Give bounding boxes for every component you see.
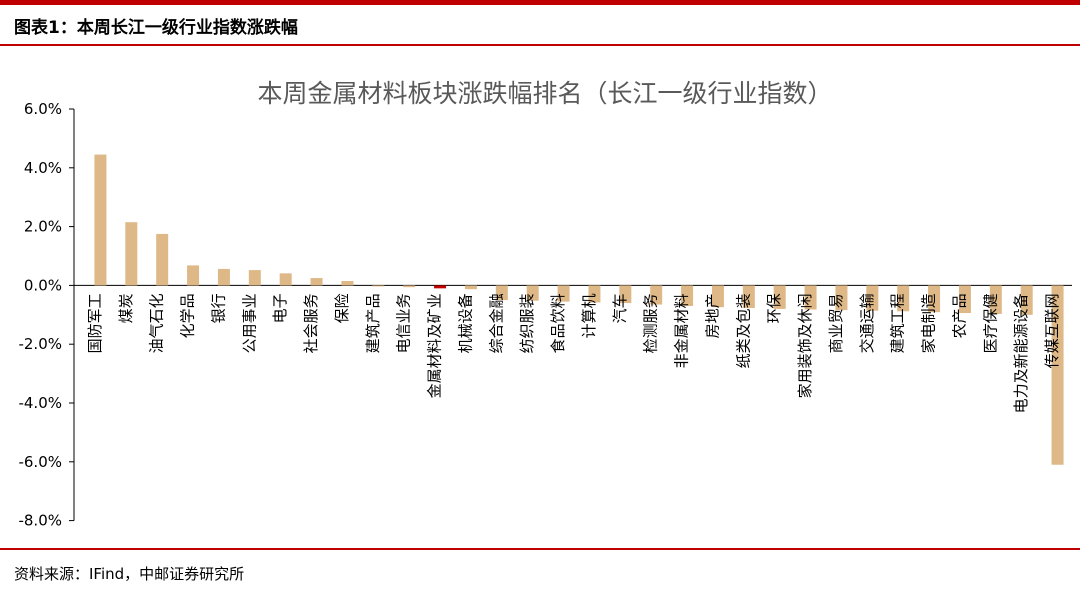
y-tick-label: -2.0% [18, 335, 62, 353]
x-tick-label: 纸类及包装 [734, 293, 752, 368]
bar [897, 285, 910, 312]
y-tick-label: 0.0% [24, 276, 62, 294]
bar [989, 285, 1002, 314]
bar [711, 285, 724, 308]
bar [557, 285, 570, 302]
bar-series [94, 154, 1064, 465]
bar [958, 285, 971, 314]
bar [341, 280, 354, 286]
x-tick-label: 家电制造 [920, 293, 938, 353]
bar [125, 222, 138, 286]
x-tick-label: 汽车 [611, 293, 629, 323]
bar [681, 285, 694, 306]
y-tick-label: 6.0% [24, 100, 62, 118]
bar [1020, 285, 1033, 315]
x-axis-labels: 国防军工 煤炭 油气石化 化学品 银行 公用事业 电子 社会服务 保险 建筑产品 电信业务 金属材料及… [86, 293, 1061, 413]
bar [434, 285, 447, 289]
bar [650, 285, 663, 305]
x-tick-label: 食品饮料 [549, 293, 567, 353]
bar [372, 285, 385, 287]
chart-title: 本周金属材料板块涨跌幅排名（长江一级行业指数） [257, 79, 832, 108]
x-tick-label: 综合金融 [487, 293, 505, 353]
bar [773, 285, 786, 309]
x-tick-label: 农产品 [950, 293, 968, 338]
x-tick-label: 国防军工 [86, 293, 104, 353]
header-divider [0, 44, 1080, 46]
x-tick-label: 非金属材料 [673, 293, 691, 368]
y-tick-label: -6.0% [18, 453, 62, 471]
x-tick-label: 机械设备 [456, 293, 474, 353]
x-tick-label: 建筑产品 [364, 293, 382, 353]
bar [866, 285, 879, 311]
x-tick-label: 家用装饰及休闲 [796, 293, 814, 398]
bar [588, 285, 601, 303]
x-tick-label: 建筑工程 [889, 293, 907, 353]
y-tick-label: 4.0% [24, 159, 62, 177]
bar [310, 278, 323, 286]
x-tick-label: 保险 [333, 293, 351, 323]
x-tick-label: 传媒互联网 [1043, 293, 1061, 368]
x-tick-label: 油气石化 [148, 293, 166, 353]
bar [619, 285, 632, 304]
x-tick-label: 金属材料及矿业 [426, 293, 444, 398]
bar [403, 285, 416, 288]
x-tick-label: 纺织服装 [518, 293, 536, 353]
y-axis: 6.0% 4.0% 2.0% 0.0% -2.0% -4.0% -6.0% -8.0% [18, 100, 1072, 530]
y-tick-label: -8.0% [18, 512, 62, 530]
bar [248, 270, 261, 286]
bar [526, 285, 539, 301]
footer-divider [0, 548, 1080, 550]
bar [742, 285, 755, 309]
x-tick-label: 检测服务 [642, 293, 660, 353]
x-tick-label: 电子 [271, 293, 289, 323]
x-tick-label: 化学品 [179, 293, 197, 338]
x-tick-label: 交通运输 [858, 293, 876, 353]
bar [187, 265, 200, 286]
bar [217, 268, 230, 286]
source-note: 资料来源：IFind，中邮证券研究所 [14, 565, 245, 583]
x-tick-label: 银行 [209, 293, 227, 323]
x-tick-label: 医疗保健 [981, 293, 999, 353]
x-tick-label: 环保 [765, 293, 783, 323]
bar [279, 273, 292, 286]
x-tick-label: 电力及新能源设备 [1012, 293, 1030, 413]
x-tick-label: 煤炭 [117, 293, 135, 323]
x-tick-label: 计算机 [580, 293, 598, 338]
bar [94, 154, 107, 286]
x-tick-label: 电信业务 [395, 293, 413, 353]
x-tick-label: 社会服务 [302, 293, 320, 353]
bar [156, 233, 169, 286]
top-accent-bar [0, 0, 1080, 5]
x-tick-label: 商业贸易 [827, 293, 845, 353]
x-tick-label: 公用事业 [240, 293, 258, 353]
bar [928, 285, 941, 313]
y-tick-label: 2.0% [24, 218, 62, 236]
bar [464, 285, 477, 290]
bar [804, 285, 817, 310]
bar-chart: 本周金属材料板块涨跌幅排名（长江一级行业指数） 6.0% 4.0% 2.0% 0.0%… [18, 79, 1072, 530]
figure-title: 图表1：本周长江一级行业指数涨跌幅 [14, 18, 298, 38]
bar [495, 285, 508, 301]
y-tick-label: -4.0% [18, 394, 62, 412]
x-tick-label: 房地产 [703, 293, 721, 338]
bar [835, 285, 848, 311]
bar [1051, 285, 1064, 465]
